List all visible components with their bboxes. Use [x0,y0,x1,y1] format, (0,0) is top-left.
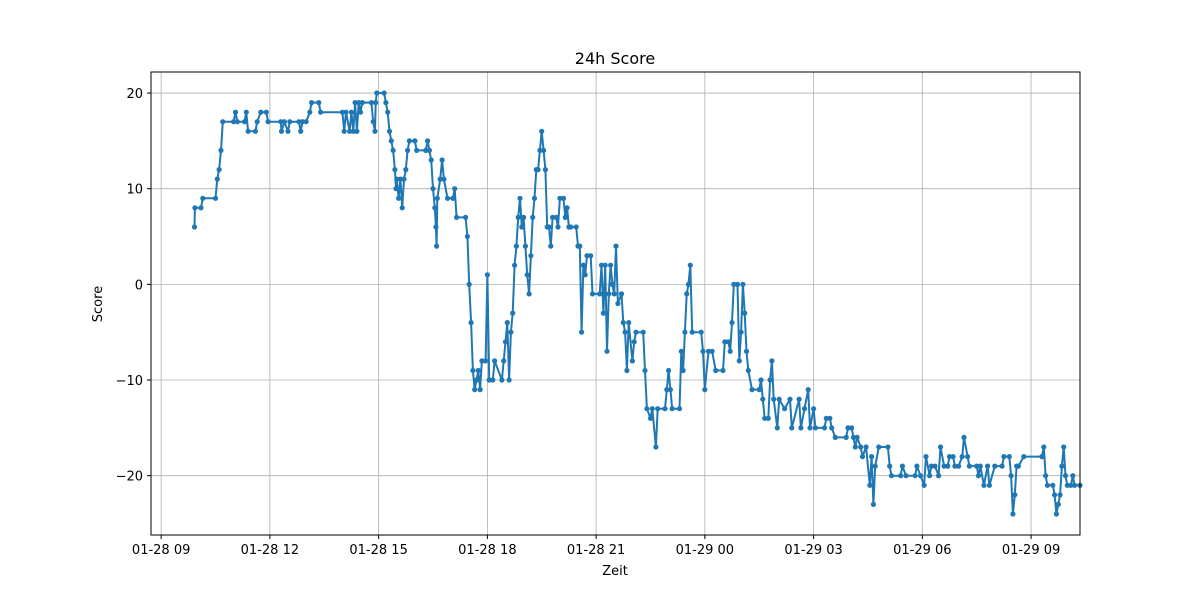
plot-area-frame [150,71,1081,536]
y-tick-label: 10 [126,183,143,198]
chart-title: 24h Score [575,49,655,68]
x-tick-label: 01-29 00 [676,543,734,558]
y-axis-label: Score [91,286,106,322]
x-axis-ticks: 01-28 09 01-28 12 01-28 15 01-28 18 01-28 21… [132,535,1060,558]
y-tick-label: 20 [126,87,143,102]
y-tick-label: 0 [135,278,143,293]
y-tick-label: −20 [116,470,143,485]
y-tick-label: −10 [116,374,143,389]
data-series-score [191,90,1083,517]
x-tick-label: 01-28 21 [567,543,625,558]
x-tick-label: 01-29 03 [784,543,842,558]
x-tick-label: 01-28 18 [458,543,516,558]
y-axis-ticks: 20 10 0 −10 −20 [116,87,151,485]
x-tick-label: 01-29 09 [1002,543,1060,558]
x-axis-label: Zeit [602,564,628,579]
x-tick-label: 01-28 09 [132,543,190,558]
x-tick-label: 01-28 15 [349,543,407,558]
x-tick-label: 01-28 12 [241,543,299,558]
x-tick-label: 01-29 06 [893,543,951,558]
